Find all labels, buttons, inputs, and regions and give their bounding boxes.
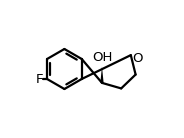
Text: F: F	[36, 72, 43, 86]
Text: OH: OH	[92, 51, 112, 64]
Text: O: O	[132, 52, 143, 65]
Polygon shape	[100, 67, 104, 83]
